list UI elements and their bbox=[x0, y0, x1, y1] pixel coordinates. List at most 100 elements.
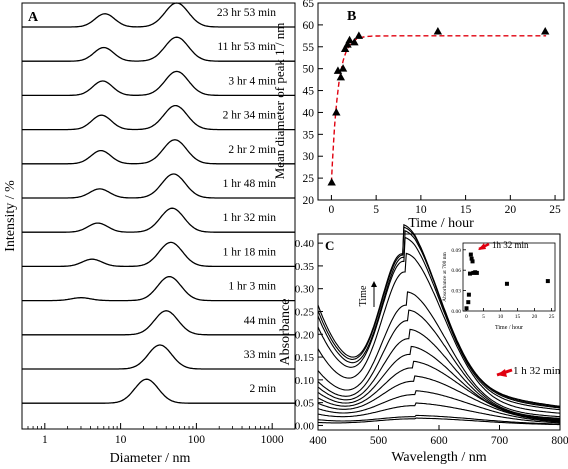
y-tick-label: 60 bbox=[303, 20, 315, 32]
data-point bbox=[345, 35, 354, 44]
distribution-curve bbox=[22, 173, 295, 199]
distribution-curve bbox=[22, 2, 295, 28]
data-point bbox=[354, 31, 364, 39]
distribution-curve bbox=[22, 310, 295, 336]
x-tick-label: 600 bbox=[430, 435, 448, 447]
panel-c-ylabel: Absorbance bbox=[278, 299, 293, 366]
time-arrow-label: Time bbox=[358, 285, 369, 306]
x-tick-label: 10 bbox=[115, 434, 127, 446]
y-tick-label: 65 bbox=[303, 0, 315, 10]
spectrum-line bbox=[317, 291, 561, 418]
panel-a-frame bbox=[21, 2, 296, 430]
panel-a-ylabel: Intensity / % bbox=[3, 180, 18, 252]
spectrum-line bbox=[317, 236, 561, 411]
data-point bbox=[350, 37, 359, 46]
distribution-label: 1 hr 48 min bbox=[223, 178, 277, 190]
y-tick-label: 20 bbox=[303, 195, 315, 207]
data-point bbox=[327, 177, 336, 186]
distribution-label: 3 hr 4 min bbox=[228, 75, 276, 87]
panel-c-xlabel: Wavelength / nm bbox=[391, 450, 486, 465]
inset-data-point bbox=[464, 306, 469, 311]
distribution-curve bbox=[22, 104, 295, 131]
distribution-curve bbox=[22, 378, 295, 404]
y-tick-label: 0.40 bbox=[295, 238, 315, 250]
data-point bbox=[332, 107, 341, 116]
x-tick-label: 5 bbox=[373, 204, 379, 216]
distribution-label: 44 min bbox=[244, 315, 277, 327]
data-point bbox=[343, 40, 352, 48]
y-tick-label: 0.15 bbox=[295, 352, 315, 364]
data-point bbox=[336, 72, 346, 81]
distribution-curve bbox=[22, 70, 295, 97]
x-tick-label: 0 bbox=[329, 204, 335, 216]
inset-x-tick-label: 25 bbox=[549, 314, 555, 320]
inset-data-point bbox=[545, 279, 550, 284]
distribution-curve bbox=[22, 36, 295, 62]
distribution-label: 1 hr 18 min bbox=[223, 246, 277, 258]
inset-ylabel: Absorbance at 700 nm bbox=[442, 251, 448, 301]
y-tick-label: 50 bbox=[303, 64, 315, 76]
data-point bbox=[433, 26, 443, 35]
distribution-curve bbox=[22, 207, 295, 233]
distribution-curve bbox=[22, 241, 295, 268]
y-tick-label: 0.00 bbox=[295, 420, 315, 432]
y-tick-label: 0.30 bbox=[295, 284, 315, 296]
data-point bbox=[338, 64, 348, 72]
y-tick-label: 30 bbox=[303, 151, 315, 163]
inset-x-tick-label: 20 bbox=[532, 314, 538, 320]
spectrum-line bbox=[317, 375, 561, 422]
inset-data-point bbox=[468, 252, 473, 257]
x-tick-label: 100 bbox=[188, 434, 206, 446]
panel-b: B 0 5 10 15 20 25 20 25 30 35 40 45 50 55 60 65 Time / … bbox=[272, 0, 565, 231]
x-tick-label: 15 bbox=[460, 204, 472, 216]
distribution-curve bbox=[22, 344, 295, 370]
inset-data-point bbox=[466, 300, 471, 305]
distribution-label: 1 hr 32 min bbox=[223, 212, 277, 224]
panel-b-frame bbox=[317, 2, 565, 201]
spectrum-line bbox=[317, 414, 561, 425]
inset-annotation-label: 1h 32 min bbox=[492, 240, 529, 250]
inset-y-tick-label: 0.09 bbox=[451, 248, 461, 254]
inset-data-point bbox=[466, 292, 471, 297]
y-tick-label: 35 bbox=[303, 129, 315, 141]
inset-frame bbox=[462, 242, 556, 312]
panel-b-xlabel: Time / hour bbox=[408, 216, 474, 231]
spectrum-line bbox=[318, 417, 560, 426]
spectrum-line bbox=[317, 328, 561, 420]
inset-data-point bbox=[469, 256, 474, 261]
distribution-label: 11 hr 53 min bbox=[217, 41, 276, 53]
spectrum-line bbox=[317, 252, 561, 414]
panel-a-letter: A bbox=[28, 10, 39, 25]
distribution-label: 2 hr 34 min bbox=[223, 110, 277, 122]
panel-c: C 400 500 600 700 800 0.00 0.05 0.10 0.15 0.20 0.2… bbox=[278, 223, 568, 465]
data-point bbox=[541, 26, 550, 35]
inset-y-tick-label: 0.06 bbox=[451, 268, 461, 274]
inset-data-point bbox=[470, 259, 475, 264]
inset-data-point bbox=[467, 271, 472, 276]
distribution-label: 23 hr 53 min bbox=[217, 7, 276, 19]
distribution-curve bbox=[22, 139, 295, 165]
y-tick-label: 0.10 bbox=[295, 375, 315, 387]
distribution-label: 33 min bbox=[244, 349, 277, 361]
y-tick-label: 25 bbox=[303, 173, 315, 185]
time-arrow: Time bbox=[358, 281, 377, 307]
panel-b-letter: B bbox=[347, 9, 356, 24]
inset-x-tick-label: 0 bbox=[465, 314, 468, 320]
x-tick-label: 10 bbox=[415, 204, 427, 216]
inset-x-tick-label: 5 bbox=[482, 314, 485, 320]
panel-b-ylabel: Mean diameter of peak 1 / nm bbox=[272, 23, 287, 180]
y-tick-label: 0.25 bbox=[295, 306, 315, 318]
panel-c-letter: C bbox=[325, 238, 334, 253]
spectrum-line bbox=[317, 402, 561, 424]
spectrum-line bbox=[317, 223, 561, 407]
panel-a-xlabel: Diameter / nm bbox=[110, 451, 191, 466]
x-tick-label: 20 bbox=[505, 204, 517, 216]
x-tick-label: 1000 bbox=[261, 434, 284, 446]
inset-y-tick-label: 0.03 bbox=[451, 289, 461, 295]
y-tick-label: 55 bbox=[303, 42, 315, 54]
x-tick-label: 500 bbox=[370, 435, 388, 447]
x-tick-label: 700 bbox=[491, 435, 509, 447]
inset-x-tick-label: 10 bbox=[498, 314, 504, 320]
panel-b-fit-curve bbox=[330, 35, 547, 183]
